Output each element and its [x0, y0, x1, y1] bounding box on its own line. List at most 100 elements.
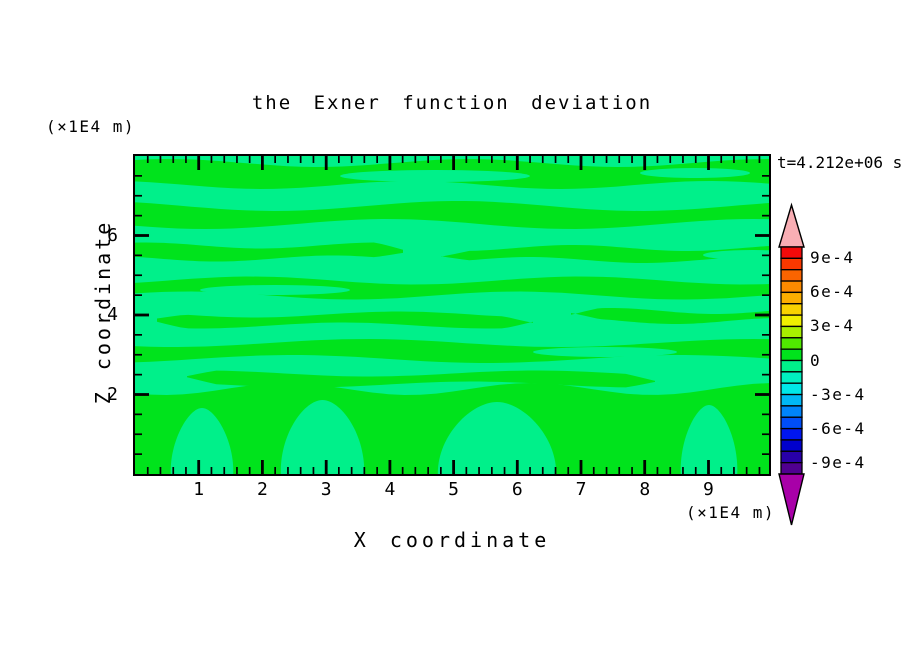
- x-tick: [312, 467, 315, 474]
- negative-lens: [340, 170, 530, 182]
- colorbar-segment: [780, 393, 803, 407]
- x-tick: [465, 467, 468, 474]
- contour-plot-area: [133, 154, 771, 476]
- x-tick: [440, 156, 442, 163]
- x-tick: [579, 460, 583, 474]
- x-tick: [541, 156, 544, 163]
- x-tick: [541, 467, 544, 474]
- x-tick: [172, 467, 175, 474]
- x-tick: [146, 467, 149, 474]
- x-tick: [682, 156, 684, 163]
- colorbar-segment: [780, 325, 803, 339]
- colorbar-under-arrow: [778, 473, 805, 526]
- x-tick: [643, 156, 647, 170]
- colorbar-segment: [780, 439, 803, 452]
- z-axis-unit-label: (×1E4 m): [46, 117, 136, 136]
- x-tick: [401, 156, 404, 163]
- negative-plume: [280, 400, 365, 474]
- z-tick: [135, 353, 142, 356]
- positive-band: [441, 245, 769, 263]
- x-tick-label: 2: [257, 479, 268, 500]
- x-tick: [236, 156, 238, 163]
- x-tick-label: 1: [193, 479, 205, 500]
- x-tick: [465, 156, 468, 163]
- x-tick: [287, 156, 289, 163]
- x-tick: [299, 467, 302, 474]
- x-tick: [720, 467, 723, 474]
- colorbar-segment: [780, 246, 803, 260]
- x-tick: [223, 467, 226, 474]
- exner-deviation-field: [135, 156, 769, 474]
- x-tick: [618, 156, 621, 163]
- x-tick: [363, 156, 366, 163]
- colorbar-tick-label: 9e-4: [810, 248, 855, 267]
- x-tick: [656, 156, 659, 163]
- x-tick: [261, 156, 264, 170]
- x-tick: [478, 467, 480, 474]
- x-tick: [185, 156, 187, 163]
- x-tick-label: 5: [448, 479, 459, 500]
- colorbar-tick-label: -6e-4: [810, 419, 866, 438]
- x-tick: [745, 156, 748, 163]
- z-tick: [755, 234, 769, 237]
- x-tick: [605, 467, 608, 474]
- x-tick: [274, 156, 276, 163]
- z-tick: [135, 194, 142, 197]
- colorbar-segment: [780, 337, 803, 350]
- negative-lens: [640, 168, 750, 178]
- x-tick: [363, 467, 366, 474]
- x-tick: [669, 467, 672, 474]
- z-tick: [762, 294, 769, 296]
- colorbar-segment: [780, 461, 803, 475]
- time-annotation: t=4.212e+06 s: [777, 153, 903, 172]
- x-tick: [388, 156, 392, 170]
- x-tick: [248, 156, 251, 163]
- x-tick: [197, 156, 201, 170]
- x-tick: [491, 156, 493, 163]
- colorbar-segment: [780, 359, 803, 373]
- x-tick: [376, 467, 378, 474]
- x-tick: [656, 467, 659, 474]
- x-tick-label: 3: [320, 479, 332, 500]
- z-tick: [762, 175, 769, 177]
- negative-lens: [703, 250, 769, 260]
- positive-band: [135, 201, 769, 229]
- x-tick: [720, 156, 723, 163]
- x-tick: [159, 467, 162, 474]
- x-tick-label: 6: [511, 479, 523, 500]
- x-tick: [388, 460, 392, 474]
- x-tick: [733, 467, 735, 474]
- negative-plume: [680, 405, 738, 474]
- x-tick: [210, 156, 213, 163]
- x-tick: [515, 460, 519, 474]
- x-tick: [707, 460, 710, 474]
- z-tick: [762, 274, 769, 277]
- z-tick: [762, 334, 769, 336]
- z-tick: [755, 393, 769, 396]
- positive-band: [157, 311, 533, 329]
- x-tick: [452, 460, 455, 474]
- z-tick: [762, 254, 769, 257]
- x-tick: [159, 156, 162, 163]
- z-tick: [762, 353, 769, 356]
- z-tick-label: 2: [107, 383, 118, 405]
- positive-band: [135, 339, 769, 363]
- x-tick: [376, 156, 378, 163]
- colorbar-segment: [780, 371, 803, 384]
- x-tick: [694, 156, 697, 163]
- colorbar-segment: [780, 382, 803, 396]
- z-tick: [135, 313, 149, 317]
- positive-band: [187, 370, 655, 388]
- x-tick-label: 8: [639, 479, 651, 500]
- x-tick: [185, 467, 187, 474]
- x-tick: [631, 467, 633, 474]
- x-tick: [287, 467, 289, 474]
- x-tick: [529, 156, 531, 163]
- x-tick: [414, 467, 417, 474]
- x-tick: [592, 467, 595, 474]
- colorbar-tick-label: -3e-4: [810, 385, 866, 404]
- x-tick: [172, 156, 175, 163]
- x-tick: [631, 156, 633, 163]
- z-tick: [135, 274, 142, 277]
- z-tick: [135, 334, 142, 336]
